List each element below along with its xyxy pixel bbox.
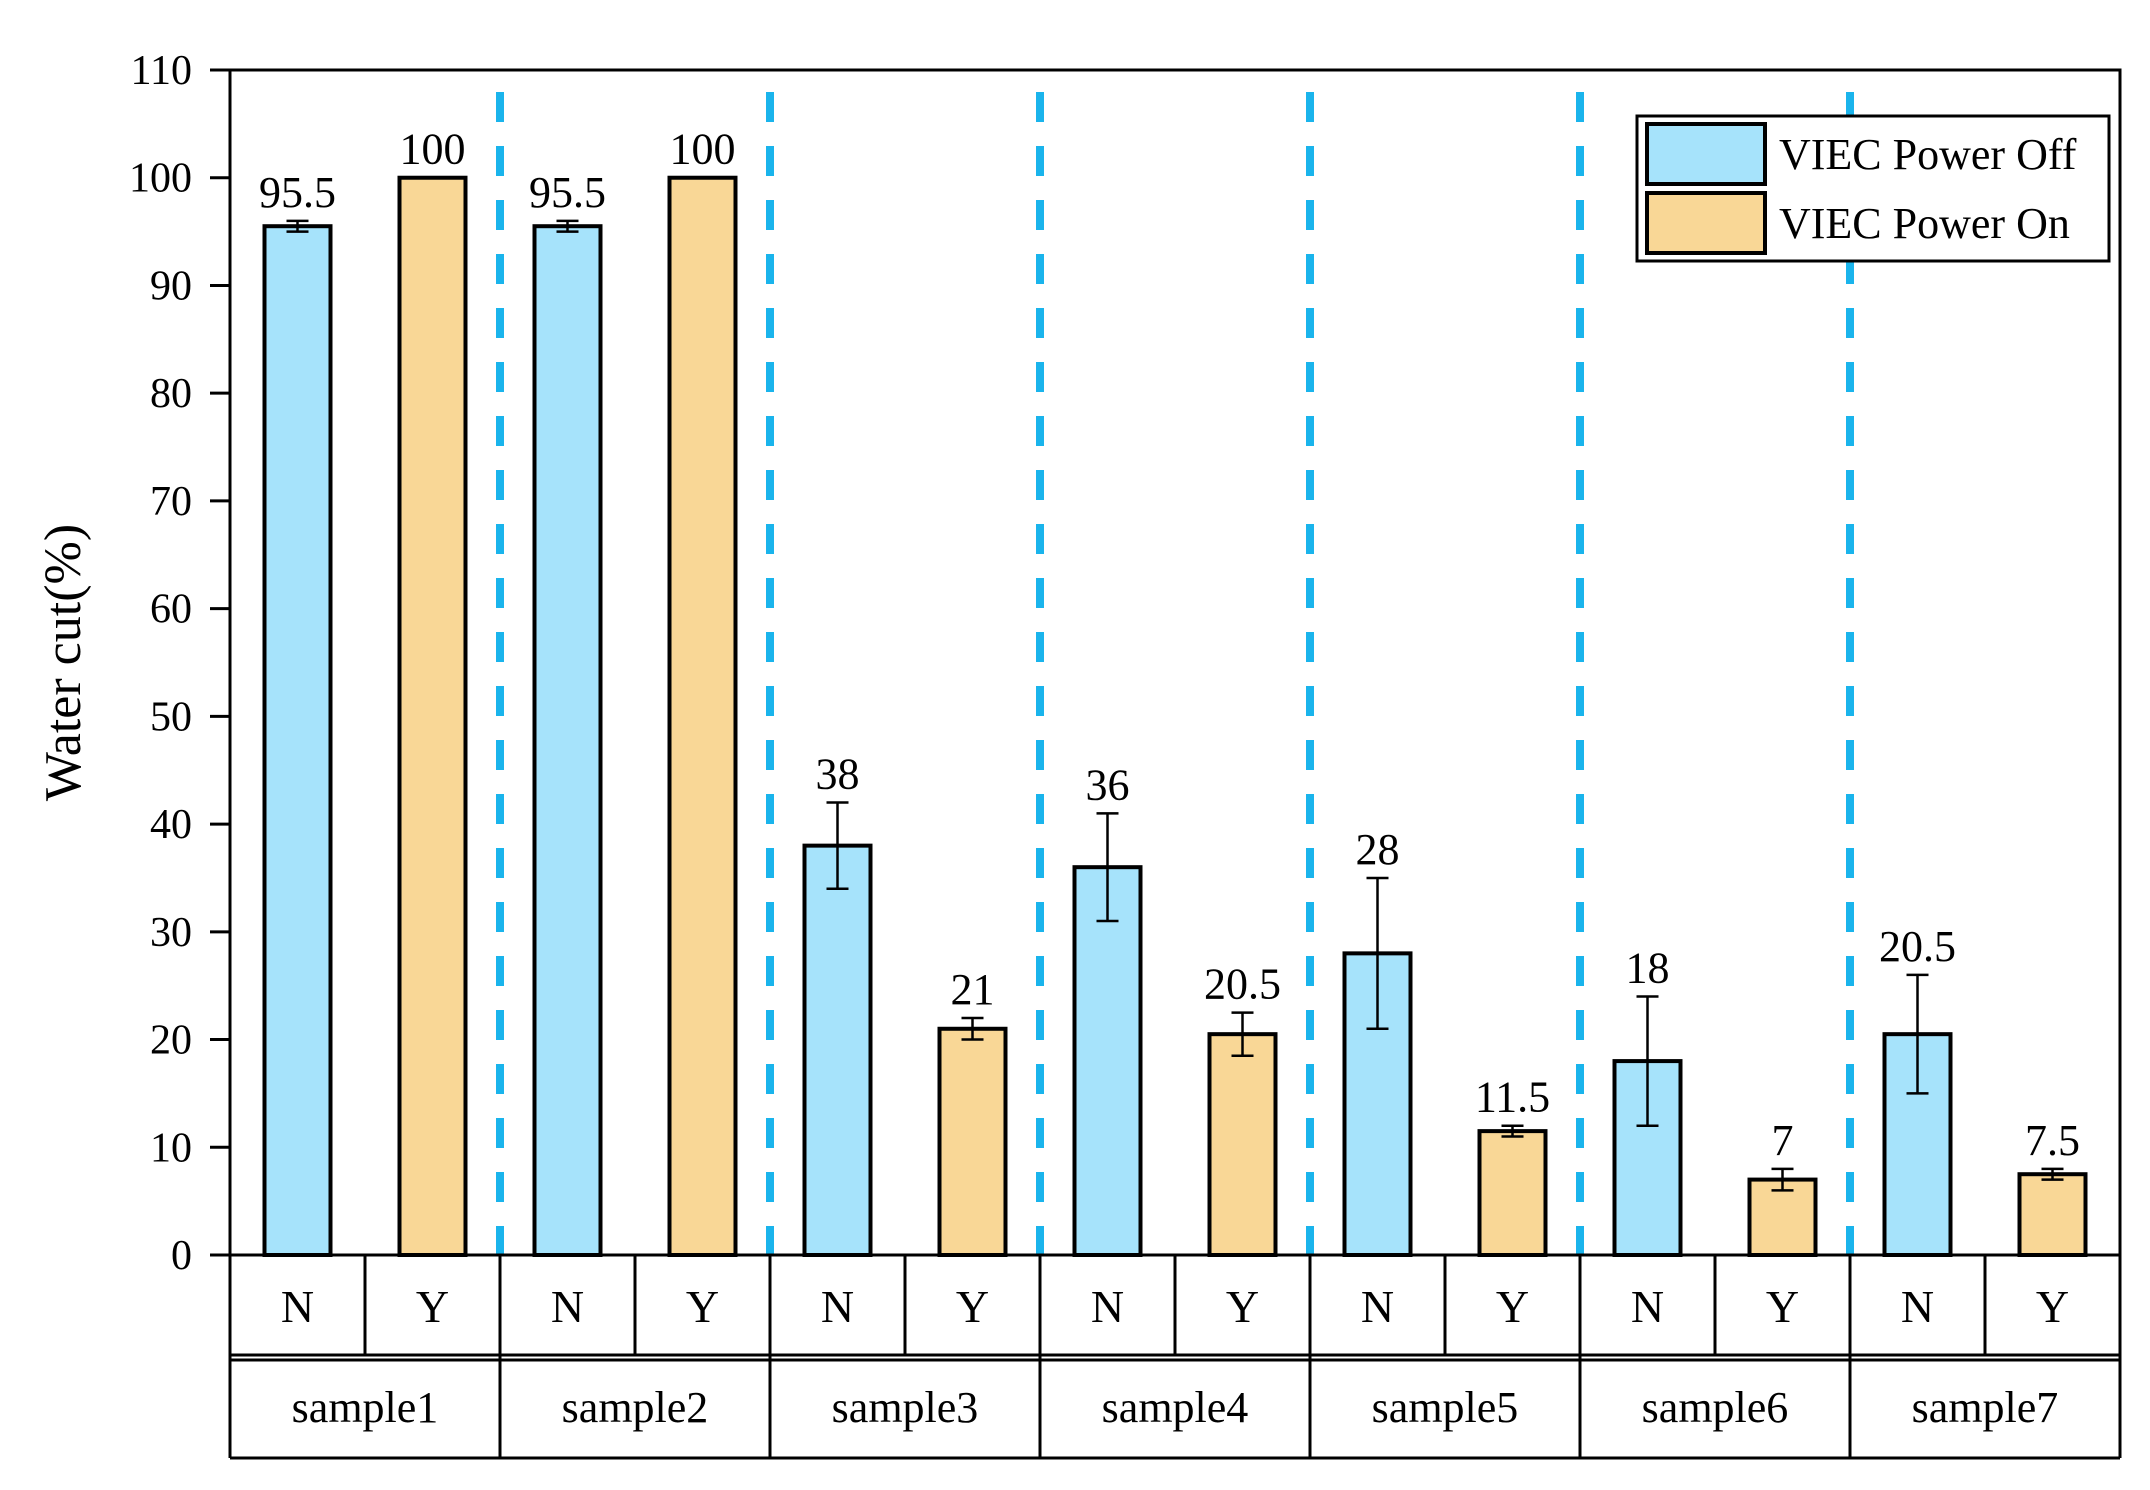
y-tick-label: 90 [150, 263, 192, 309]
legend-swatch [1645, 122, 1767, 186]
sub-category-label: N [821, 1281, 854, 1332]
bar [1477, 1129, 1548, 1258]
bar [667, 175, 738, 1257]
category-label: sample7 [1912, 1383, 2059, 1432]
y-tick-label: 80 [150, 371, 192, 417]
bar [937, 1026, 1008, 1257]
category-label: sample4 [1102, 1383, 1249, 1432]
legend-label: VIEC Power On [1779, 199, 2070, 248]
value-label: 11.5 [1475, 1073, 1550, 1122]
bar [1882, 1032, 1953, 1257]
y-tick-label: 30 [150, 910, 192, 956]
y-axis-title: Water cut(%) [35, 524, 92, 801]
value-label: 20.5 [1879, 922, 1956, 971]
category-label: sample6 [1642, 1383, 1789, 1432]
bars [262, 175, 2088, 1258]
value-label: 28 [1356, 825, 1400, 874]
sub-category-label: Y [1766, 1281, 1799, 1332]
sub-category-label: N [1901, 1281, 1934, 1332]
y-tick-label: 60 [150, 587, 192, 633]
legend-swatch [1645, 191, 1767, 255]
bar [802, 843, 873, 1257]
sub-category-label: N [551, 1281, 584, 1332]
value-label: 100 [400, 125, 466, 174]
category-label: sample5 [1372, 1383, 1519, 1432]
y-tick-label: 50 [150, 694, 192, 740]
sub-category-label: Y [956, 1281, 989, 1332]
bar [1207, 1032, 1278, 1257]
sub-category-label: N [281, 1281, 314, 1332]
value-label: 95.5 [529, 168, 606, 217]
legend: VIEC Power Off VIEC Power On [1635, 114, 2111, 263]
y-tick-label: 0 [171, 1233, 192, 1279]
sub-category-label: Y [1496, 1281, 1529, 1332]
value-label: 18 [1626, 943, 1670, 992]
bar [397, 175, 468, 1257]
sub-category-label: Y [686, 1281, 719, 1332]
value-label: 20.5 [1204, 960, 1281, 1009]
y-tick-label: 100 [129, 156, 192, 202]
sub-category-label: N [1361, 1281, 1394, 1332]
value-labels: 95.5 100 95.5 100 38 21 36 20.5 28 11.5 18 7 20.5 7.5 [259, 125, 2080, 1165]
sub-category-label: Y [1226, 1281, 1259, 1332]
y-tick-label: 40 [150, 802, 192, 848]
bar [2017, 1172, 2088, 1258]
value-label: 21 [951, 965, 995, 1014]
error-bars [286, 219, 2064, 1192]
y-tick-label: 20 [150, 1018, 192, 1064]
category-label: sample2 [562, 1383, 709, 1432]
value-label: 95.5 [259, 168, 336, 217]
value-label: 36 [1086, 760, 1130, 809]
sub-category-label: Y [2036, 1281, 2069, 1332]
y-tick-label: 70 [150, 479, 192, 525]
category-label: sample3 [832, 1383, 979, 1432]
sub-category-label: N [1631, 1281, 1664, 1332]
sub-category-label: Y [416, 1281, 449, 1332]
y-tick-label: 10 [150, 1125, 192, 1171]
y-axis: 0 10 20 30 40 50 60 70 80 90 100 110 [129, 48, 230, 1279]
bar [532, 224, 603, 1257]
value-label: 7 [1772, 1116, 1794, 1165]
value-label: 7.5 [2025, 1116, 2080, 1165]
value-label: 38 [816, 750, 860, 799]
category-label: sample1 [292, 1383, 439, 1432]
bar [1072, 865, 1143, 1257]
bar [262, 224, 333, 1257]
sub-category-label: N [1091, 1281, 1124, 1332]
value-label: 100 [670, 125, 736, 174]
legend-label: VIEC Power Off [1779, 130, 2077, 179]
y-tick-label: 110 [131, 48, 192, 94]
